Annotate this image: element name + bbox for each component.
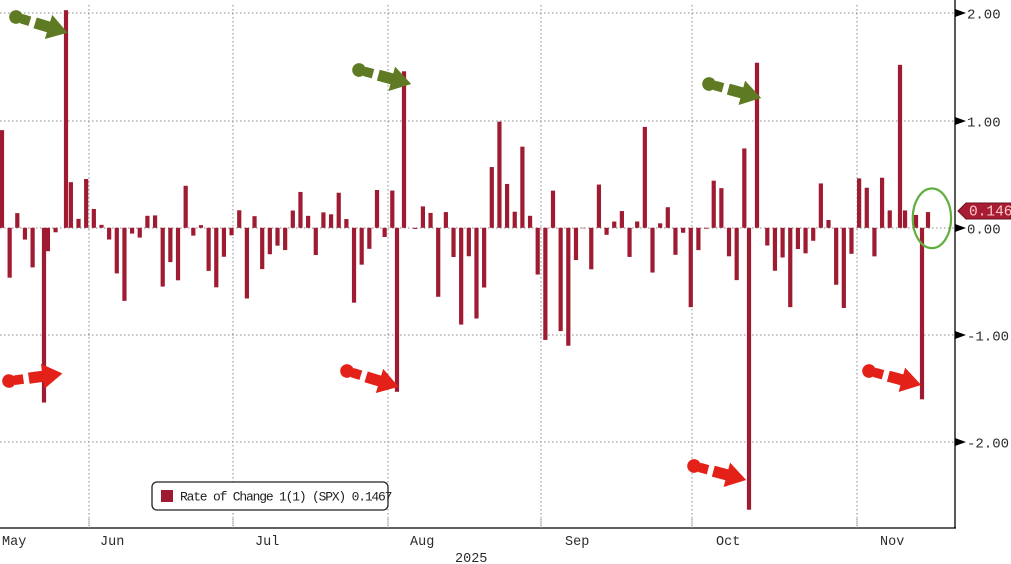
svg-text:0.00: 0.00	[967, 223, 1001, 239]
svg-text:Sep: Sep	[565, 535, 589, 550]
svg-text:0.1467: 0.1467	[969, 204, 1011, 220]
svg-text:Nov: Nov	[880, 535, 904, 550]
svg-text:1.00: 1.00	[967, 116, 1001, 132]
svg-text:Jun: Jun	[100, 535, 124, 550]
svg-text:Aug: Aug	[410, 535, 434, 550]
svg-text:May: May	[2, 535, 26, 550]
svg-text:2025: 2025	[455, 552, 487, 564]
svg-text:Rate of Change 1(1) (SPX) 0.14: Rate of Change 1(1) (SPX) 0.1467	[180, 489, 392, 504]
svg-text:-1.00: -1.00	[967, 330, 1009, 346]
svg-text:Oct: Oct	[716, 535, 740, 550]
svg-text:Jul: Jul	[255, 535, 279, 550]
svg-text:-2.00: -2.00	[967, 437, 1009, 453]
svg-text:2.00: 2.00	[967, 8, 1001, 24]
